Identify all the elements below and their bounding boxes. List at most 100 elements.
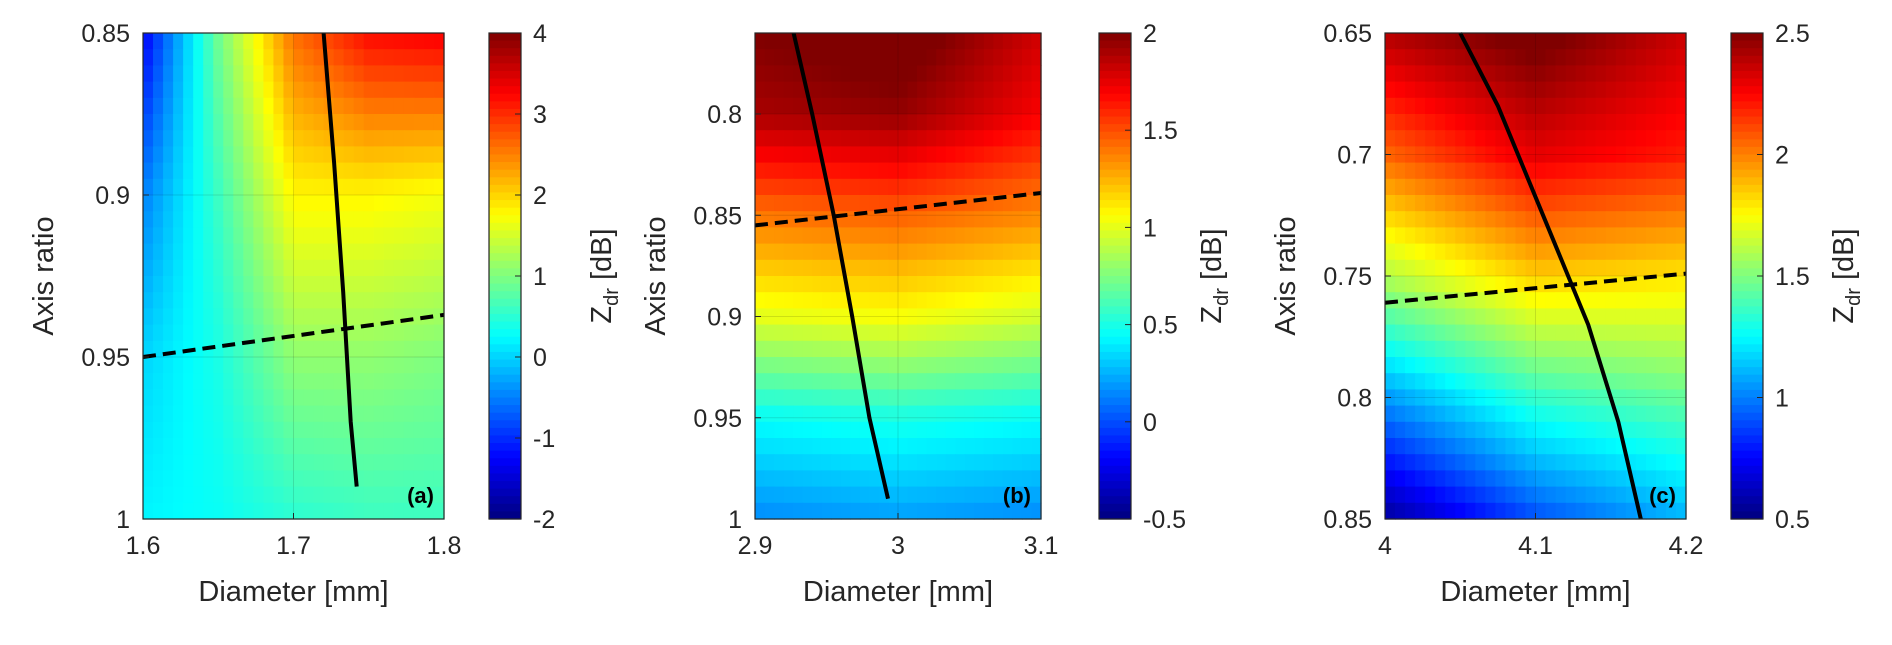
heatmap-cell <box>183 81 194 99</box>
heatmap-cell <box>1575 211 1587 228</box>
heatmap-cell <box>363 292 375 309</box>
heatmap-cell <box>1595 65 1607 83</box>
heatmap-cell <box>1455 49 1466 66</box>
heatmap-cell <box>802 130 813 147</box>
heatmap-cell <box>223 340 234 358</box>
colorbar-swatch <box>1099 503 1131 512</box>
heatmap-cell <box>802 259 813 277</box>
heatmap-cell <box>1595 211 1607 228</box>
heatmap-cell <box>1425 81 1436 99</box>
heatmap-cell <box>783 65 794 83</box>
heatmap-cell <box>1545 146 1557 164</box>
heatmap-cell <box>383 502 395 520</box>
heatmap-cell <box>793 146 804 164</box>
heatmap-cell <box>1465 486 1476 504</box>
colorbar-swatch <box>489 382 521 391</box>
heatmap-cell <box>1655 195 1667 212</box>
heatmap-cell <box>1405 227 1416 245</box>
heatmap-cell <box>850 276 861 293</box>
heatmap-cell <box>323 486 335 504</box>
heatmap-cell <box>1505 421 1517 439</box>
solid-line <box>791 32 890 500</box>
colorbar-swatch <box>489 86 521 95</box>
colorbar-tick-label: -2 <box>533 506 555 534</box>
heatmap-cell <box>1445 373 1456 390</box>
heatmap-cell <box>433 49 445 66</box>
heatmap-cell <box>945 49 956 66</box>
heatmap-cell <box>383 162 395 180</box>
heatmap-cell <box>1545 33 1557 50</box>
heatmap-cell <box>1575 162 1587 180</box>
heatmap-cell <box>793 130 804 147</box>
heatmap-cell <box>1415 276 1426 293</box>
heatmap-cell <box>1655 340 1667 358</box>
heatmap-cell <box>774 195 785 212</box>
heatmap-cell <box>1675 438 1687 455</box>
heatmap-cell <box>936 81 947 99</box>
heatmap-cell <box>1395 97 1406 115</box>
heatmap-cell <box>840 81 851 99</box>
heatmap-cell <box>413 502 425 520</box>
heatmap-cell <box>1475 114 1486 131</box>
heatmap-cell <box>898 373 909 390</box>
heatmap-cell <box>363 357 375 374</box>
heatmap-cell <box>283 292 295 309</box>
heatmap-cell <box>193 178 204 196</box>
heatmap-cell <box>926 324 937 342</box>
heatmap-cell <box>243 178 254 196</box>
heatmap-cell <box>263 486 275 504</box>
heatmap-cell <box>343 324 355 342</box>
heatmap-cell <box>1012 324 1023 342</box>
heatmap-cell <box>1665 292 1677 309</box>
heatmap-cell <box>1585 146 1597 164</box>
heatmap-cell <box>343 178 355 196</box>
heatmap-cell <box>1435 65 1446 83</box>
heatmap-cell <box>323 243 335 261</box>
heatmap-cell <box>303 357 315 374</box>
colorbar-tick-label: 0.5 <box>1143 312 1178 340</box>
heatmap-cell <box>213 178 224 196</box>
heatmap-cell <box>783 259 794 277</box>
heatmap-cell <box>293 421 305 439</box>
heatmap-cell <box>793 373 804 390</box>
heatmap-cell <box>293 357 305 374</box>
heatmap-cell <box>1475 130 1486 147</box>
heatmap-cell <box>343 243 355 261</box>
colorbar-swatch <box>489 481 521 490</box>
heatmap-cell <box>878 162 890 180</box>
heatmap-cell <box>273 308 285 326</box>
heatmap-cell <box>243 49 254 66</box>
heatmap-cell <box>793 276 804 293</box>
heatmap-cell <box>936 114 947 131</box>
heatmap-cell <box>983 438 994 455</box>
heatmap-cell <box>1505 324 1517 342</box>
heatmap-cell <box>263 49 275 66</box>
heatmap-cell <box>859 130 870 147</box>
heatmap-cell <box>1445 389 1456 407</box>
colorbar-swatch <box>489 192 521 201</box>
heatmap-cell <box>253 65 264 83</box>
heatmap-cell <box>1525 405 1537 423</box>
heatmap-cell <box>1505 373 1517 390</box>
heatmap-cell <box>1585 340 1597 358</box>
heatmap-cell <box>1515 33 1527 50</box>
heatmap-cell <box>917 389 928 407</box>
heatmap-cell <box>1405 454 1416 471</box>
heatmap-cell <box>1575 486 1587 504</box>
heatmap-cell <box>1415 65 1426 83</box>
heatmap-cell <box>1585 162 1597 180</box>
heatmap-cell <box>1012 33 1023 50</box>
heatmap-cell <box>393 97 405 115</box>
heatmap-cell <box>1021 502 1033 520</box>
heatmap-field <box>143 33 445 520</box>
colorbar-swatch <box>1731 503 1763 512</box>
heatmap-cell <box>1665 227 1677 245</box>
heatmap-cell <box>793 454 804 471</box>
heatmap-cell <box>223 114 234 131</box>
heatmap-cell <box>143 454 154 471</box>
colorbar-swatch <box>1731 108 1763 118</box>
heatmap-cell <box>1031 81 1042 99</box>
heatmap-cell <box>1535 65 1547 83</box>
heatmap-cell <box>1565 324 1577 342</box>
heatmap-cell <box>888 97 899 115</box>
